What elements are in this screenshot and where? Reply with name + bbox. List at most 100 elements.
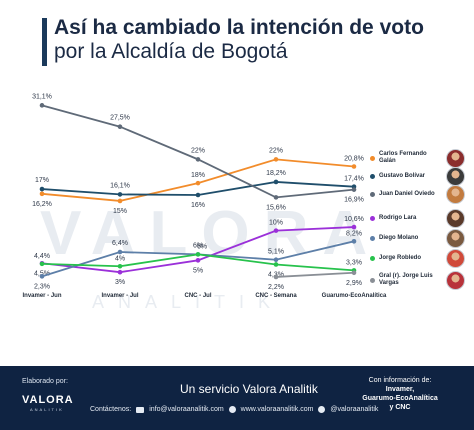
contact-email[interactable]: info@valoraanalitik.com — [149, 406, 224, 413]
data-point-3-3 — [273, 228, 279, 233]
data-point-5-0 — [39, 261, 45, 267]
twitter-icon — [318, 406, 326, 413]
data-label-0-4: 20,8% — [344, 156, 364, 163]
x-tick-label-1: Invamer - Jul — [101, 293, 138, 299]
contact-twitter[interactable]: @valoraanalitik — [330, 406, 379, 413]
legend-label: Jorge Robledo — [379, 255, 422, 261]
data-label-3-0: 4,5% — [34, 270, 50, 277]
legend-item: Juan Daniel Oviedo — [370, 188, 435, 200]
legend-label: Carlos Fernando Galán — [379, 151, 427, 164]
data-label-5-2: 6% — [197, 243, 207, 250]
legend-dot-icon — [370, 235, 375, 241]
watermark-main: VALORA — [40, 199, 382, 268]
data-label-1-2: 16% — [191, 202, 205, 209]
data-point-3-4 — [351, 224, 357, 230]
data-point-4-0 — [39, 274, 45, 279]
data-label-5-0: 4,4% — [34, 253, 50, 260]
sources-line-2: Invamer, — [385, 386, 415, 393]
legend-dot-icon — [370, 191, 375, 197]
sources-info: Con información de: Invamer, Guarumo-Eco… — [340, 376, 460, 412]
data-point-2-3 — [273, 195, 279, 200]
data-label-4-0: 2,3% — [34, 283, 50, 290]
data-point-3-1 — [117, 269, 123, 275]
legend-dot-icon — [370, 173, 375, 179]
data-point-0-3 — [273, 157, 279, 162]
data-point-0-1 — [117, 198, 123, 204]
data-label-1-3: 18,2% — [266, 170, 286, 177]
sources-line-3: Guarumo-EcoAnalítica — [362, 395, 438, 402]
data-point-6-4 — [351, 270, 357, 276]
data-point-1-2 — [195, 192, 201, 198]
x-tick-label-3: CNC - Semana — [255, 293, 297, 299]
watermark-sub: ANALITIK — [92, 292, 285, 312]
legend-label: Diego Molano — [379, 235, 419, 241]
data-label-6-4: 2,9% — [346, 280, 362, 287]
legend-item: Jorge Robledo — [370, 252, 421, 264]
legend-item: Rodrigo Lara — [370, 212, 416, 224]
data-label-6-3: 2,2% — [268, 284, 284, 291]
service-tagline: Un servicio Valora Analitik — [180, 382, 318, 396]
x-tick-label-2: CNC - Jul — [185, 293, 212, 299]
sources-line-4: y CNC — [389, 404, 411, 411]
globe-icon — [228, 406, 236, 413]
data-label-3-1: 3% — [115, 279, 125, 286]
legend-dot-icon — [370, 215, 375, 221]
data-point-1-3 — [273, 179, 279, 185]
legend-label: Gral (r). Jorge Luis Vargas — [379, 273, 433, 286]
candidate-avatar — [446, 167, 465, 186]
legend-label: Juan Daniel Oviedo — [379, 191, 435, 197]
data-label-0-3: 22% — [269, 147, 283, 154]
legend-item: Gral (r). Jorge Luis Vargas — [370, 273, 443, 286]
candidate-avatar — [446, 149, 465, 168]
data-point-2-4 — [351, 187, 357, 192]
data-label-2-3: 15,6% — [266, 204, 286, 211]
legend-label: Rodrigo Lara — [379, 215, 417, 221]
footer-banner: Elaborado por: VALORA ANALITIK Un servic… — [0, 366, 474, 430]
data-label-2-0: 31,1% — [32, 93, 52, 100]
legend-dot-icon — [370, 255, 375, 261]
legend-dot-icon — [370, 277, 375, 283]
legend-dot-icon — [370, 155, 375, 161]
candidate-avatar — [446, 185, 465, 204]
data-label-1-4: 17,4% — [344, 176, 364, 183]
data-point-5-1 — [117, 263, 123, 269]
data-label-4-3: 5,1% — [268, 249, 284, 256]
data-point-4-1 — [117, 249, 123, 255]
line-chart: 16,2% 15% 18% 22% 20,8% 17% 16,1% 16% 18,2% 17,4%… — [22, 93, 387, 299]
data-label-5-4: 3,3% — [346, 259, 362, 266]
candidate-avatar — [446, 209, 465, 228]
data-point-3-2 — [195, 258, 201, 263]
data-label-5-1: 4% — [115, 255, 125, 262]
candidate-avatar — [446, 249, 465, 268]
data-label-0-0: 16,2% — [32, 201, 52, 208]
valora-logo: VALORA — [22, 394, 74, 406]
candidate-avatar — [446, 229, 465, 248]
data-label-3-3: 10% — [269, 220, 283, 227]
contacts-label: Contáctenos: — [90, 406, 132, 413]
data-point-4-3 — [273, 257, 279, 263]
data-point-1-0 — [39, 186, 45, 192]
data-label-3-4: 10,6% — [344, 216, 364, 223]
data-label-0-1: 15% — [113, 208, 127, 215]
x-tick-label-0: Invamer - Jun — [22, 293, 61, 299]
valora-logo-sub: ANALITIK — [30, 407, 64, 412]
legend-item: Gustavo Bolívar — [370, 170, 425, 182]
data-label-0-2: 18% — [191, 172, 205, 179]
data-label-2-1: 27,5% — [110, 115, 130, 122]
data-label-2-2: 22% — [191, 147, 205, 154]
contact-website[interactable]: www.valoraanalitik.com — [240, 406, 314, 413]
data-point-2-1 — [117, 124, 123, 130]
data-label-1-0: 17% — [35, 177, 49, 184]
data-label-4-2: 6% — [193, 242, 203, 249]
page-title: Así ha cambiado la intención de voto — [54, 16, 424, 39]
email-icon — [136, 406, 145, 413]
data-label-1-1: 16,1% — [110, 182, 130, 189]
data-point-0-4 — [351, 164, 357, 169]
data-point-1-1 — [117, 192, 123, 197]
series-line-6 — [275, 271, 355, 278]
sources-line-1: Con información de: — [368, 377, 432, 384]
data-point-6-3 — [273, 274, 279, 280]
legend-label: Gustavo Bolívar — [379, 173, 426, 179]
data-point-5-3 — [273, 262, 279, 267]
data-label-4-4: 8,2% — [346, 230, 362, 237]
